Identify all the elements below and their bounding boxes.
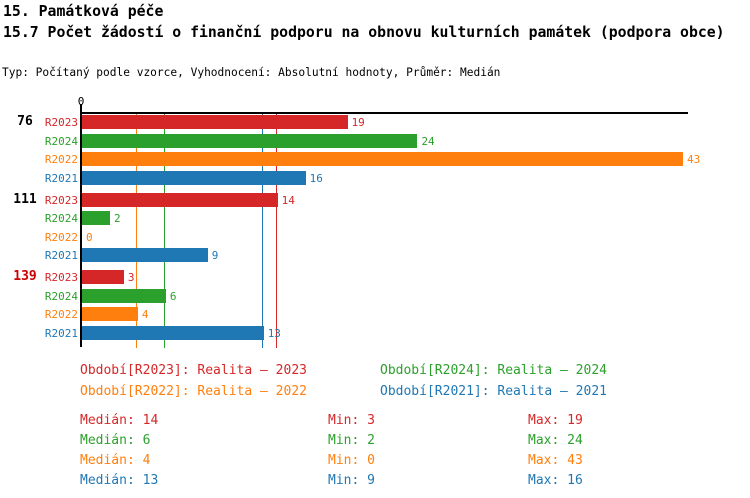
min-value-r2022: Min: 0 [328,453,375,468]
x-axis-line [81,112,688,114]
series-label-r2023: R2023 [44,193,78,207]
series-label-r2021: R2021 [44,326,78,340]
bar-value-label: 2 [113,212,121,225]
median-line-r2023 [275,114,277,348]
max-value-r2024: Max: 24 [528,433,583,448]
group-label: 76 [17,114,33,129]
group-label: 111 [13,191,37,207]
legend-item-r2024: Období[R2024]: Realita – 2024 [380,363,607,378]
median-line-r2021 [261,114,263,348]
min-value-r2021: Min: 9 [328,473,375,488]
median-line-r2022 [135,114,137,348]
bar-value-label: 3 [127,271,135,284]
series-label-r2022: R2022 [44,153,78,166]
bar-r2022 [82,152,683,166]
bar-value-label: 19 [351,116,365,129]
bar-row: R2022 43 [0,152,750,166]
series-label-r2022: R2022 [44,308,78,321]
series-label-r2021: R2021 [44,171,78,185]
max-value-r2022: Max: 43 [528,453,583,468]
bar-r2024 [82,288,166,303]
bar-value-label: 9 [211,249,219,262]
bar-value-label: 14 [281,193,295,207]
page-title: 15. Památková péče [3,3,164,20]
bar-r2021 [82,248,208,262]
bar-r2021 [82,325,264,340]
bar-value-label: 6 [169,289,177,303]
median-value-r2024: Medián: 6 [80,433,151,448]
series-label-r2023: R2023 [44,116,78,129]
bar-value-label: 16 [309,171,323,185]
bar-r2024 [82,211,110,225]
median-line-r2024 [163,114,165,348]
indicator-subtitle: 15.7 Počet žádostí o finanční podporu na… [3,24,725,41]
bar-row: R2022 0 [0,230,750,244]
bar-r2023 [82,270,124,284]
bar-value-label: 0 [86,230,93,244]
bar-r2021 [82,170,306,185]
bar-row: R2024 24 [0,133,750,148]
group-label: 139 [13,269,37,284]
series-label-r2024: R2024 [44,134,78,148]
bar-r2023 [82,192,278,207]
chart-plot-area: 76 R2023 19 R2024 24 R2022 43 R2021 16 111 R2023 14… [0,114,750,348]
y-axis-line [80,104,82,347]
bar-row: R2024 6 [0,288,750,303]
max-value-r2021: Max: 16 [528,473,583,488]
bar-row: 111 R2023 14 [0,191,750,207]
series-label-r2024: R2024 [44,289,78,303]
bar-value-label: 43 [687,153,701,166]
bar-row: R2024 2 [0,211,750,225]
axis-zero-tick-label: 0 [77,95,85,108]
median-value-r2023: Medián: 14 [80,413,159,428]
bar-row: R2021 9 [0,248,750,262]
bar-r2022 [82,307,138,321]
bar-r2024 [82,133,418,148]
bar-row: R2022 4 [0,307,750,321]
legend-item-r2023: Období[R2023]: Realita – 2023 [80,363,307,378]
bar-row: R2021 13 [0,325,750,340]
bar-r2023 [82,115,348,129]
bar-value-label: 13 [267,326,281,340]
bar-row: 76 R2023 19 [0,115,750,129]
bar-row: R2021 16 [0,170,750,185]
series-label-r2023: R2023 [44,271,78,284]
series-label-r2021: R2021 [44,249,78,262]
bar-value-label: 24 [421,134,435,148]
min-value-r2024: Min: 2 [328,433,375,448]
series-label-r2024: R2024 [44,212,78,225]
legend-item-r2021: Období[R2021]: Realita – 2021 [380,384,607,399]
median-value-r2021: Medián: 13 [80,473,159,488]
bar-value-label: 4 [141,308,149,321]
legend-item-r2022: Období[R2022]: Realita – 2022 [80,384,307,399]
median-value-r2022: Medián: 4 [80,453,151,468]
min-value-r2023: Min: 3 [328,413,375,428]
bar-row: 139 R2023 3 [0,270,750,284]
indicator-meta: Typ: Počítaný podle vzorce, Vyhodnocení:… [2,66,501,79]
max-value-r2023: Max: 19 [528,413,583,428]
series-label-r2022: R2022 [44,230,78,244]
